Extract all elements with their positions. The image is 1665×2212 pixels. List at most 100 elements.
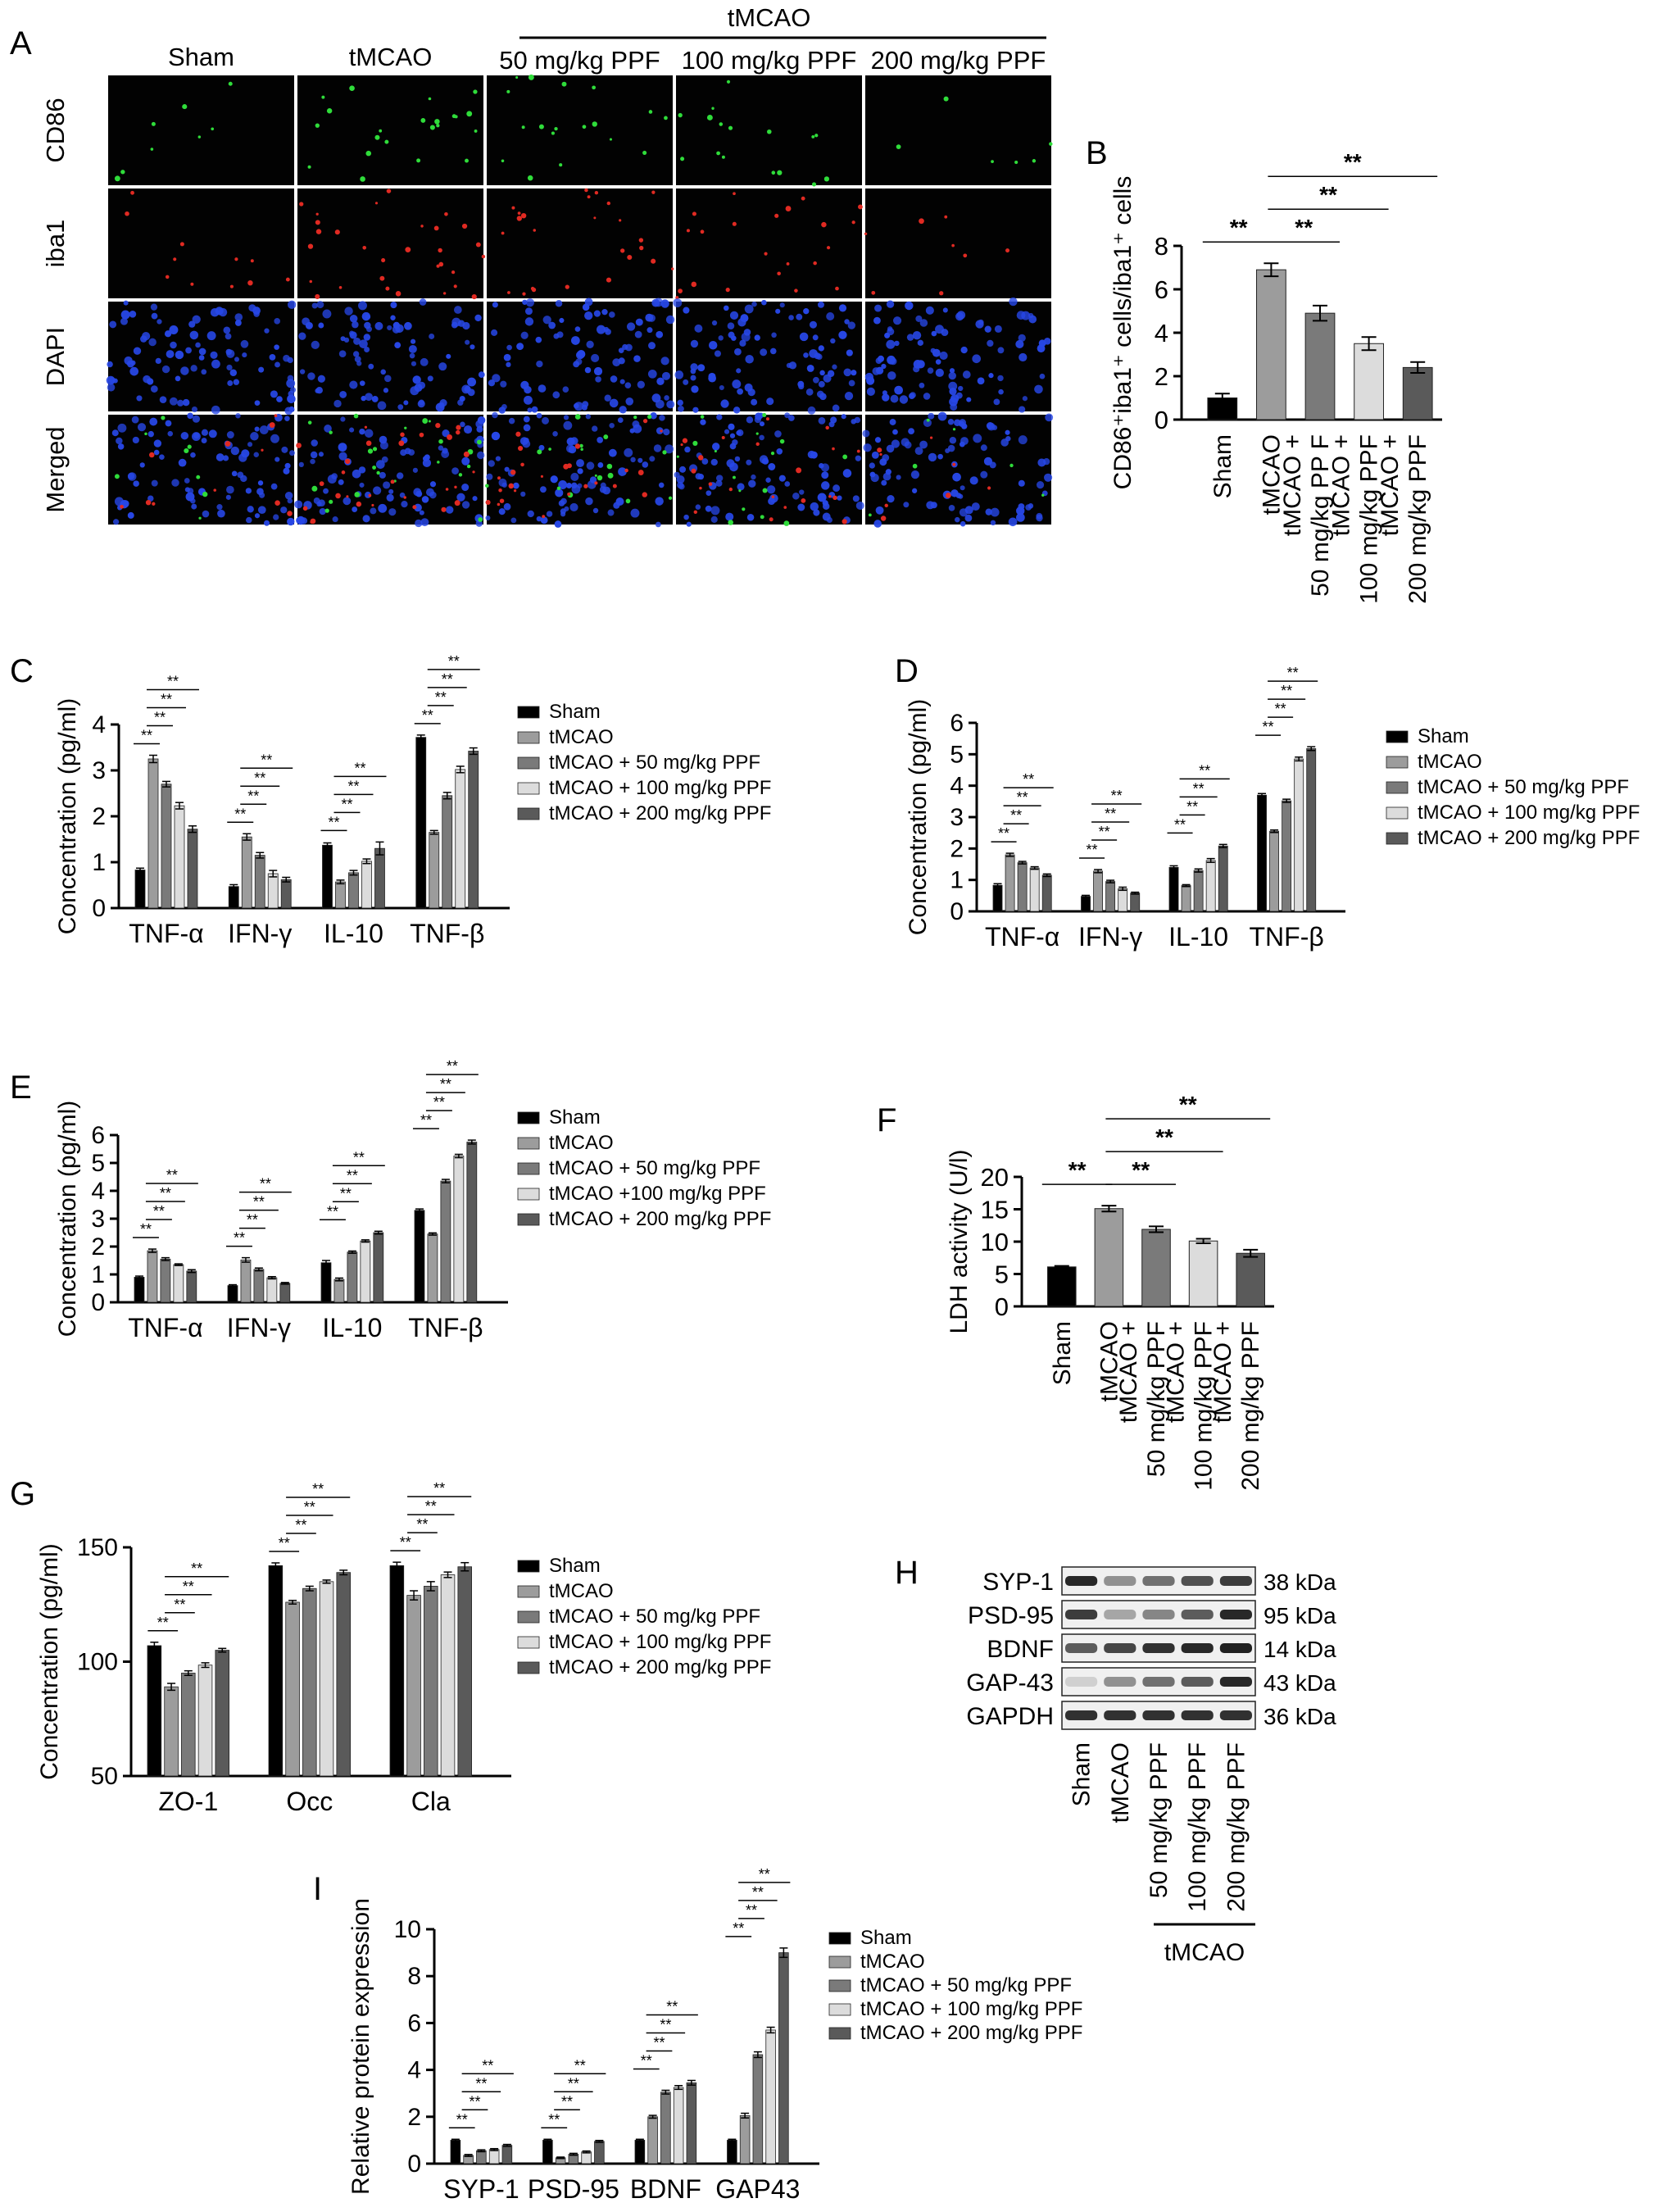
nucleus-dot (661, 371, 671, 380)
bar (429, 832, 440, 909)
iba1-dot (435, 423, 441, 429)
nucleus-dot (352, 469, 361, 479)
nucleus-dot (226, 349, 235, 358)
nucleus-dot (492, 411, 498, 419)
nucleus-dot (465, 339, 470, 345)
legend-swatch (828, 2027, 851, 2040)
nucleus-dot (111, 429, 119, 437)
bar (279, 1283, 291, 1303)
nucleus-dot (190, 365, 197, 372)
nucleus-dot (1043, 458, 1050, 466)
legend-label: Sham (549, 1106, 601, 1129)
cd86-dot (594, 474, 597, 477)
nucleus-dot (634, 330, 642, 338)
iba1-dot (362, 245, 367, 250)
y-tick-label: 0 (91, 1289, 105, 1316)
bar (319, 1581, 334, 1777)
nucleus-dot (164, 330, 172, 338)
nucleus-dot (361, 311, 371, 321)
cd86-dot (582, 125, 587, 129)
x-tick-label-line: 50 mg/kg PP F (1307, 434, 1334, 597)
nucleus-dot (127, 472, 135, 480)
nucleus-dot (474, 314, 482, 322)
cd86-dot (353, 413, 359, 419)
iba1-dot (620, 248, 625, 253)
nucleus-dot (175, 375, 181, 382)
nucleus-dot (524, 317, 534, 326)
y-axis-label: Concentration (pg/ml) (54, 698, 81, 934)
iba1-dot (346, 495, 349, 498)
iba1-dot (642, 492, 647, 497)
nucleus-dot (107, 361, 113, 368)
micrograph-cell (487, 74, 673, 185)
cd86-dot (474, 129, 478, 133)
nucleus-dot (457, 399, 464, 406)
legend-label: tMCAO (1418, 751, 1482, 773)
nucleus-dot (948, 371, 956, 380)
nucleus-dot (522, 299, 528, 305)
significance-mark: ** (1017, 789, 1028, 806)
x-tick-label: tMCAO +100 mg/kg PPF (1328, 434, 1383, 604)
iba1-dot (879, 452, 882, 456)
iba1-dot (721, 435, 725, 440)
y-tick-label: 0 (407, 2151, 421, 2178)
nucleus-dot (372, 486, 382, 495)
nucleus-dot (848, 379, 855, 387)
y-tick-label: 2 (91, 1233, 105, 1260)
cd86-dot (728, 520, 733, 525)
cd86-dot (842, 454, 848, 460)
iba1-dot (693, 510, 698, 515)
iba1-dot (120, 504, 124, 509)
x-tick-label: ZO-1 (158, 1787, 218, 1816)
cd86-dot (114, 474, 120, 479)
cd86-dot (311, 485, 318, 492)
nucleus-dot (159, 396, 167, 403)
iba1-dot (728, 487, 733, 492)
nucleus-dot (618, 467, 627, 476)
cd86-dot (692, 440, 698, 446)
iba1-dot (390, 479, 395, 484)
nucleus-dot (523, 424, 531, 432)
iba1-dot (919, 218, 924, 225)
bar (333, 1279, 345, 1303)
nucleus-dot (914, 447, 923, 456)
nucleus-dot (318, 452, 324, 457)
bar (322, 844, 333, 909)
nucleus-dot (383, 388, 389, 393)
significance-mark: ** (1105, 806, 1116, 822)
nucleus-dot (962, 370, 971, 379)
iba1-dot (594, 481, 598, 485)
nucleus-dot (208, 429, 217, 438)
nucleus-dot (492, 374, 501, 383)
nucleus-dot (863, 443, 872, 452)
nucleus-dot (928, 412, 935, 420)
nucleus-dot (315, 388, 320, 393)
significance-mark: ** (183, 1578, 194, 1595)
nucleus-dot (520, 380, 529, 390)
cd86-dot (554, 126, 558, 131)
cd86-dot (676, 455, 679, 458)
nucleus-dot (892, 429, 898, 435)
iba1-dot (675, 296, 679, 300)
protein-label: BDNF (987, 1636, 1054, 1663)
bar (302, 1587, 317, 1777)
nucleus-dot (955, 312, 964, 321)
bar (1181, 885, 1191, 912)
nucleus-dot (108, 377, 116, 384)
nucleus-dot (264, 328, 270, 334)
nucleus-dot (893, 316, 902, 325)
nucleus-dot (136, 395, 143, 402)
cd86-dot (485, 484, 489, 488)
iba1-dot (461, 223, 468, 229)
nucleus-dot (887, 355, 896, 365)
cd86-dot (182, 104, 188, 110)
lane-label: Sham (1068, 1742, 1096, 1806)
blot-band (1142, 1677, 1175, 1687)
legend-label: tMCAO + 100 mg/kg PPF (1418, 802, 1640, 824)
nucleus-dot (666, 400, 675, 409)
nucleus-dot (311, 439, 318, 447)
cd86-dot (478, 517, 483, 522)
micrograph-bg (865, 188, 1051, 298)
bar (992, 884, 1003, 912)
